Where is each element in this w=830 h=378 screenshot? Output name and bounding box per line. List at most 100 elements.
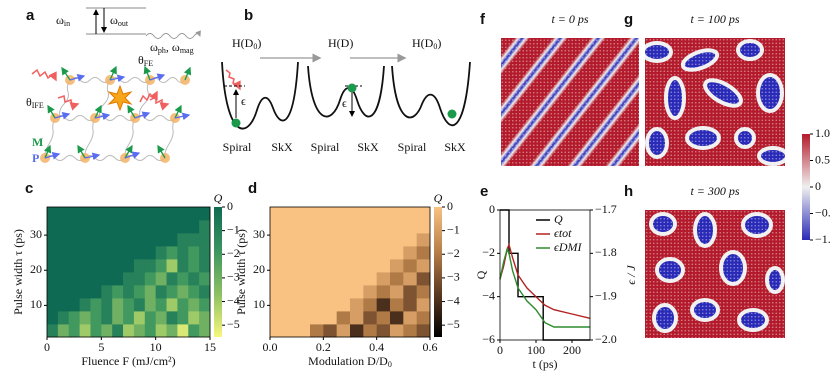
heatmap-cell (155, 324, 167, 338)
y-tick-label: 10 (253, 297, 265, 311)
heatmap-cell (199, 220, 211, 234)
heatmap-cell (416, 324, 431, 338)
heatmap-cell (166, 233, 178, 247)
heatmap-cell (155, 272, 167, 286)
heatmap-cell (296, 220, 311, 234)
y-tick-label: 10 (30, 297, 42, 311)
heatmap-cell (310, 259, 324, 273)
colorbar-tick-label: 0 (227, 199, 233, 213)
heatmap-cell (376, 207, 391, 221)
heatmap-cell (350, 259, 364, 273)
heatmap-cell (79, 207, 91, 221)
plot-frame (269, 206, 431, 338)
heatmap-cell (296, 259, 311, 273)
heatmap-cell (336, 207, 351, 221)
heatmap-cell (57, 311, 70, 325)
heatmap-cell (336, 324, 351, 338)
hamiltonian: H(D) (328, 36, 353, 50)
heatmap-cell (133, 272, 146, 286)
heatmap-cell (416, 285, 431, 299)
heatmap-cell (144, 259, 157, 273)
heatmap-cell (323, 272, 338, 286)
heatmap-cell (416, 246, 431, 260)
heatmap-cell (403, 272, 418, 286)
state: Spiral (311, 140, 340, 154)
heatmap-cell (57, 233, 70, 247)
heatmap-cell (270, 311, 284, 325)
heatmap-cell (403, 311, 418, 325)
heatmap-cell (68, 285, 80, 299)
heatmap-cell (112, 311, 124, 325)
omega-in: ωin (56, 13, 70, 28)
heatmap-cell (57, 324, 70, 338)
polarization-arrows (44, 73, 191, 161)
heatmap-cell (177, 259, 189, 273)
heatmap-cell (177, 233, 189, 247)
panel-label: d (248, 180, 257, 197)
heatmap-cell (336, 259, 351, 273)
heatmap-cell (270, 272, 284, 286)
heatmap-cell (68, 324, 80, 338)
heatmap-cell (188, 207, 200, 221)
heatmap-cell (155, 285, 167, 299)
heatmap-cell (323, 311, 338, 325)
y-axis-label: Pulse width τ (ps) (11, 229, 25, 315)
hamiltonian: H(D0) (412, 36, 441, 51)
heatmap-cell (270, 298, 284, 312)
heatmap-cell (310, 285, 324, 299)
y-tick-label: 30 (253, 227, 265, 241)
heatmap-cell (47, 298, 59, 312)
heatmap-cell (57, 272, 70, 286)
heatmap-cell (90, 311, 102, 325)
colorbar (434, 207, 442, 337)
heatmap-cell (123, 324, 135, 338)
y-tick-label: 30 (30, 227, 42, 241)
heatmap-cell (323, 246, 338, 260)
heatmap-cell (166, 324, 178, 338)
map-title: t = 0 ps (551, 12, 588, 26)
heatmap-cell (296, 324, 311, 338)
heatmap-cell (112, 272, 124, 286)
heatmap-cell (90, 298, 102, 312)
heatmap-cell (403, 285, 418, 299)
heatmap-cell (416, 207, 431, 221)
heatmap-cell (188, 272, 200, 286)
heatmap-cell (166, 207, 178, 221)
heatmap-cell (270, 220, 284, 234)
colorbar-tick-label: −0.5 (815, 205, 830, 219)
heatmap-cell (57, 285, 70, 299)
heatmap-cell (188, 233, 200, 247)
heatmap-cell (390, 233, 404, 247)
light-arrow (225, 69, 241, 91)
heatmap-cell (310, 246, 324, 260)
heatmap-cell (90, 233, 102, 247)
heatmap-cell (323, 220, 338, 234)
heatmap-cell (177, 220, 189, 234)
heatmap-cell (166, 311, 178, 325)
heatmap-cell (123, 285, 135, 299)
heatmap-cell (68, 233, 80, 247)
heatmap-cell (112, 233, 124, 247)
heatmap-cell (177, 298, 189, 312)
heatmap-cell (350, 207, 364, 221)
x-tick-label: 0.4 (369, 340, 384, 354)
heatmap-cell (296, 233, 311, 247)
heatmap-cell (283, 233, 298, 247)
spin-arrows (43, 65, 192, 159)
heatmap-cell (363, 207, 378, 221)
y-tick-label: −4 (482, 288, 495, 302)
heatmap-cell (47, 246, 59, 260)
state: SkX (271, 140, 293, 154)
wave-arrow (145, 30, 201, 39)
x-tick-label: 200 (563, 343, 581, 357)
heatmap-cell (363, 233, 378, 247)
colorbar-tick-label: 0.5 (815, 152, 830, 166)
heatmap-cell (376, 285, 391, 299)
heatmap-cell (166, 246, 178, 260)
heatmap-cell (166, 220, 178, 234)
heatmap-cell (350, 272, 364, 286)
legend-label: Q (554, 212, 563, 226)
x-tick-label: 0 (44, 340, 50, 354)
heatmap-cell (101, 285, 113, 299)
